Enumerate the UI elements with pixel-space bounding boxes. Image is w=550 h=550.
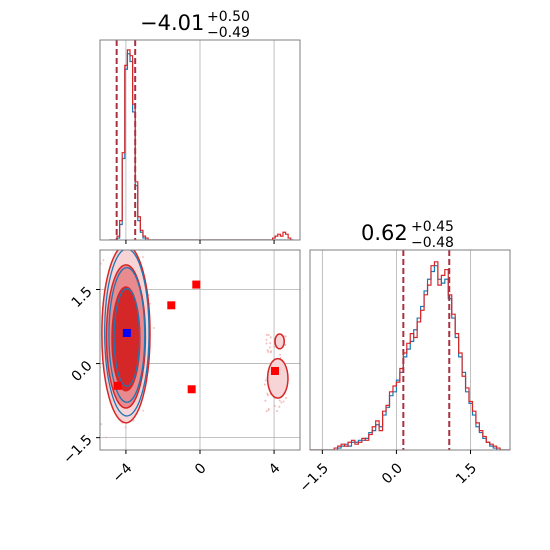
joint-y-tick-label: −1.5 [60,432,95,467]
joint-red-marker [113,381,122,390]
joint-sample-point [285,397,288,400]
joint-sample-point [141,255,144,258]
joint-sample-point [265,333,268,336]
x-marginal-hist-blue [109,53,294,240]
joint-sample-point [265,342,268,345]
joint-sample-point [267,350,270,353]
joint-sample-point [128,241,130,243]
joint-plot-area [96,241,300,450]
joint-sample-point [124,426,127,429]
y-marginal-frame [309,249,511,451]
joint-sample-point [149,302,152,305]
joint-small-contour [274,333,286,350]
y-title-value: 0.62 [361,221,408,245]
joint-sample-point [278,405,281,408]
joint-x-tick-label: 0 [192,460,210,478]
y-marginal-title: 0.62 +0.45 −0.48 [361,219,454,251]
x-marginal-title: −4.01 +0.50 −0.49 [140,9,250,41]
joint-red-marker [167,301,176,310]
joint-sample-point [105,436,108,439]
joint-sample-point [100,423,103,426]
y-marginal-hist-blue [310,265,510,450]
joint-sample-point [96,287,98,289]
joint-small-contour [266,357,289,399]
joint-sample-point [267,409,270,412]
joint-sample-point [265,410,268,413]
joint-contour-blue [113,288,141,387]
y-title-sup: +0.45 [411,219,454,235]
joint-sample-point [264,379,267,382]
y-marginal-x-tick-label: 1.5 [453,460,480,487]
joint-sample-point [102,259,105,262]
joint-sample-point [265,338,268,341]
joint-sample-point [123,241,125,243]
joint-contour-panel: −4 0 4 −1.5 0.0 1.5 [60,241,301,486]
joint-sample-point [264,399,267,402]
joint-sample-point [142,409,145,412]
joint-sample-point [269,351,272,354]
x-title-sup: +0.50 [207,9,250,25]
y-marginal-x-tick-label: −1.5 [297,460,332,495]
joint-sample-point [263,383,266,386]
y-marginal-plot-area [310,250,510,450]
joint-red-marker [192,280,201,289]
joint-sample-point [278,399,281,402]
joint-contour-blue [108,266,146,403]
x-marginal-plot-area [109,40,294,240]
joint-sample-point [276,410,279,413]
joint-sample-point [282,400,285,403]
x-marginal-panel [99,39,301,244]
joint-sample-point [269,336,272,339]
joint-sample-point [284,335,287,338]
joint-sample-point [284,343,287,346]
x-marginal-hist-red [109,49,294,240]
joint-sample-point [280,401,283,404]
y-marginal-x-tick-label: 0.0 [379,460,406,487]
joint-sample-point [266,394,269,397]
joint-y-tick-label: 0.0 [69,358,96,385]
joint-sample-point [269,342,272,345]
joint-sample-point [152,327,155,330]
joint-sample-point [268,346,271,349]
joint-sample-point [122,246,124,248]
joint-sample-point [273,404,276,407]
x-title-value: −4.01 [140,11,204,35]
joint-x-tick-label: 4 [266,460,284,478]
joint-sample-point [273,345,276,348]
y-marginal-panel: −1.5 0.0 1.5 [297,249,511,496]
x-title-sub: −0.49 [207,25,250,41]
y-title-sub: −0.48 [411,235,454,251]
joint-sample-point [279,353,282,356]
joint-sample-point [266,392,269,395]
joint-red-marker [271,366,279,375]
y-marginal-hist-red [310,261,510,450]
joint-sample-point [267,334,270,337]
joint-y-tick-label: 1.5 [69,284,96,311]
joint-red-marker [187,385,196,394]
joint-sample-point [266,349,269,352]
joint-blue-marker [122,328,131,337]
joint-sample-point [97,318,99,320]
joint-x-tick-label: −4 [110,460,136,486]
joint-contour-blue [104,250,150,417]
